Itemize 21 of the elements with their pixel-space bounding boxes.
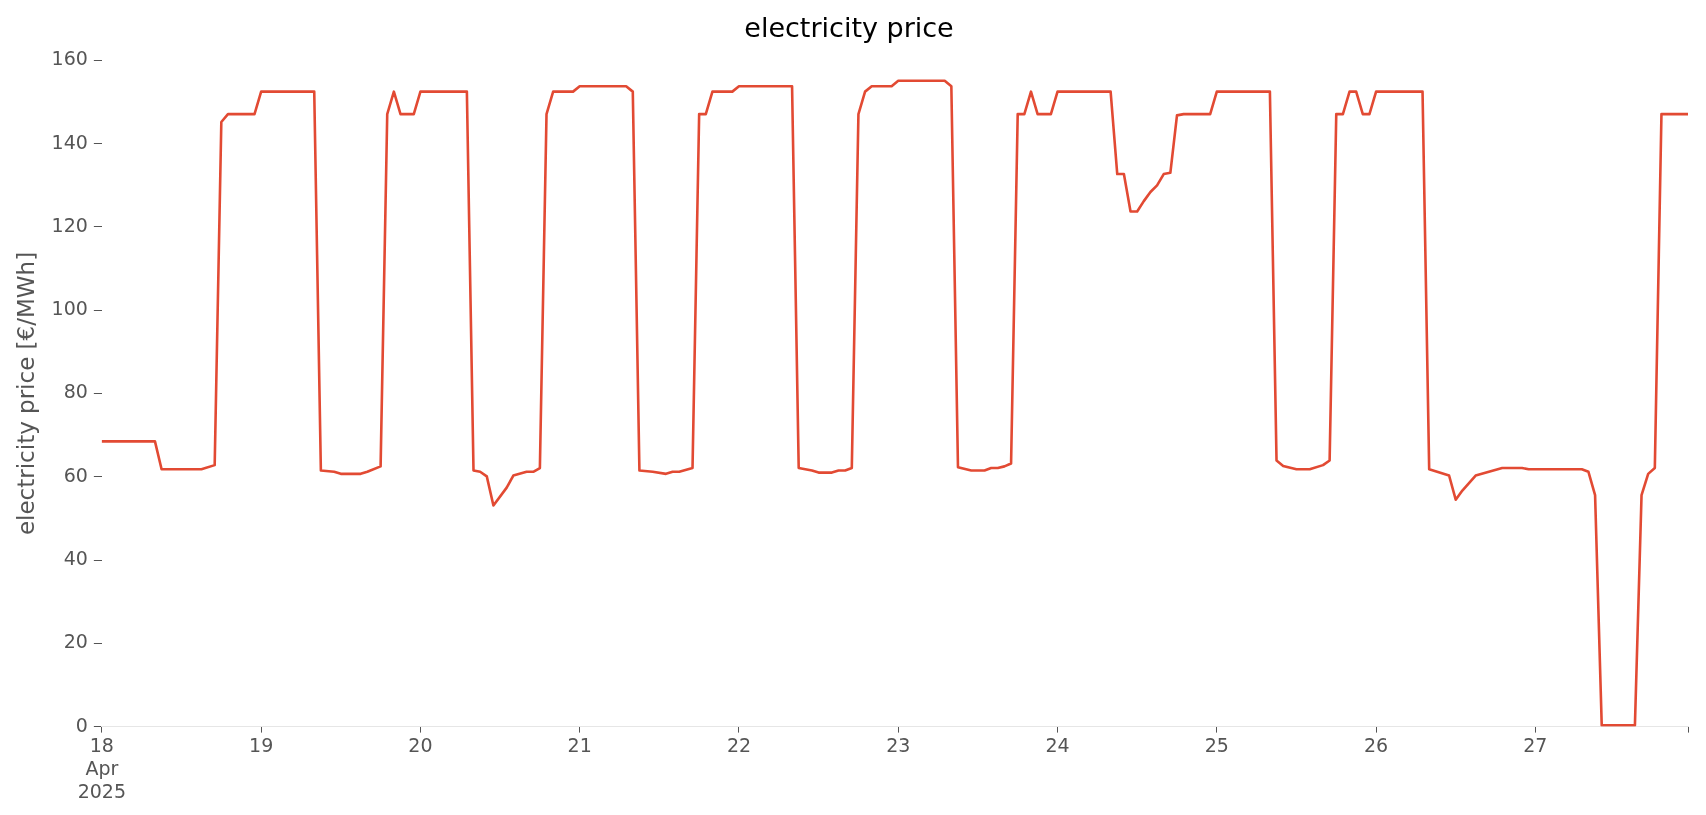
x-tick-label: 19 bbox=[249, 733, 274, 756]
x-tick-label: 22 bbox=[726, 733, 752, 756]
x-tick-label: 25 bbox=[1204, 733, 1229, 756]
x-tick-label: 18 Apr 2025 bbox=[77, 733, 127, 802]
x-tick-label: 21 bbox=[567, 733, 592, 756]
y-tick-label: 0 bbox=[75, 713, 88, 736]
x-tick-label: 20 bbox=[408, 733, 433, 756]
y-tick-label: 120 bbox=[51, 213, 88, 236]
x-tick-label: 23 bbox=[886, 733, 911, 756]
y-tick-label: 20 bbox=[63, 630, 88, 653]
x-tick-label: 24 bbox=[1045, 733, 1070, 756]
y-tick-label: 40 bbox=[63, 546, 88, 569]
y-tick-label: 80 bbox=[63, 380, 88, 403]
y-tick-label: 60 bbox=[63, 463, 88, 486]
x-tick-label: 27 bbox=[1523, 733, 1548, 756]
y-tick-label: 140 bbox=[51, 130, 88, 153]
y-axis-title: electricity price [€/MWh] bbox=[12, 251, 39, 536]
x-tick-label: 26 bbox=[1363, 733, 1389, 756]
y-tick-label: 100 bbox=[51, 297, 88, 320]
y-tick-label: 160 bbox=[51, 47, 88, 70]
chart-title: electricity price bbox=[744, 12, 954, 44]
